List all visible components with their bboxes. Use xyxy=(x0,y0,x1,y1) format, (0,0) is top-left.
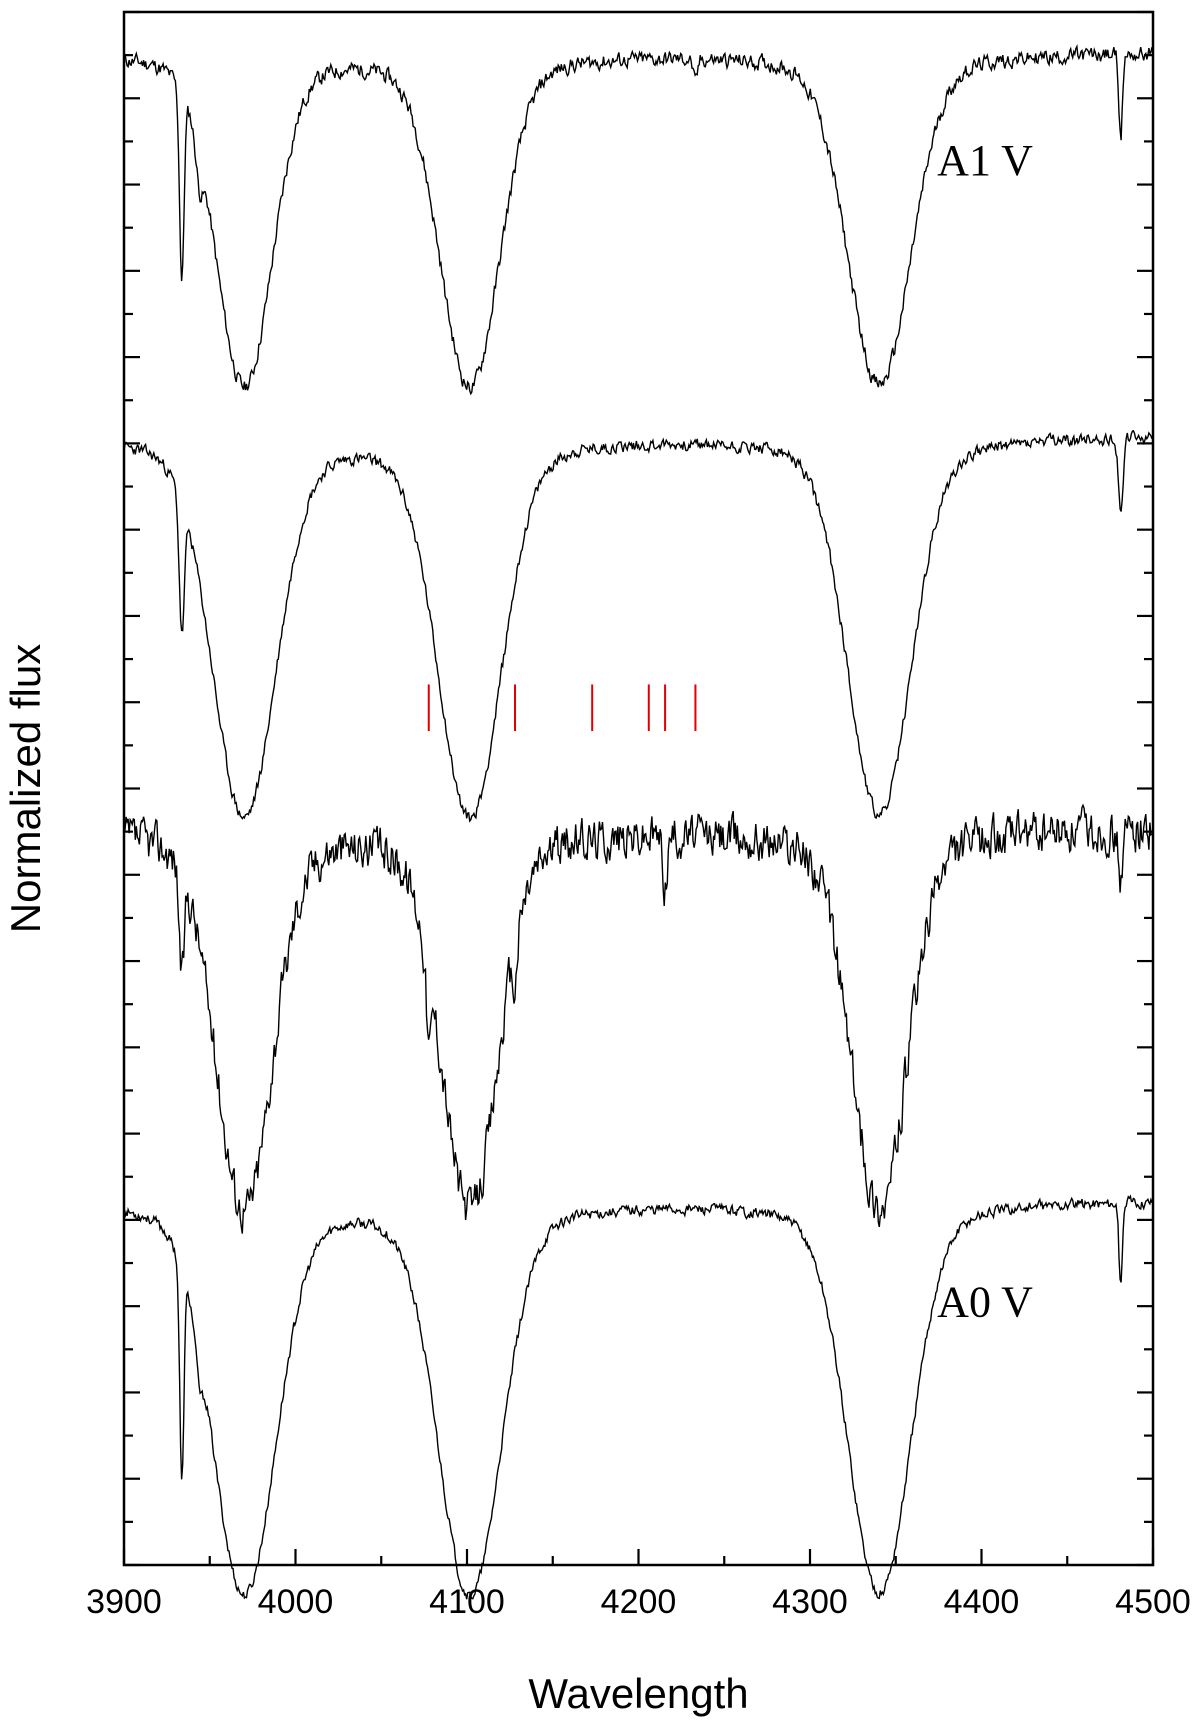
y-axis-title: Normalized flux xyxy=(2,644,49,933)
x-tick-label: 4000 xyxy=(258,1583,334,1621)
spectrum-line-4 xyxy=(123,1194,1153,1600)
x-tick-label: 4200 xyxy=(601,1583,677,1621)
x-tick-label: 3900 xyxy=(86,1583,162,1621)
spectrum-labels-group: A1 V A0 V xyxy=(937,136,1033,1326)
spectrum-line-2 xyxy=(123,429,1153,823)
x-tick-label: 4500 xyxy=(1115,1583,1191,1621)
plot-frame xyxy=(122,10,1155,1567)
spectra-group xyxy=(123,43,1153,1600)
spectrum-line-1 xyxy=(123,43,1153,396)
spectrum-line-3 xyxy=(123,803,1153,1234)
spectrum-label-1: A1 V xyxy=(937,136,1033,185)
x-tick-label: 4400 xyxy=(944,1583,1020,1621)
spectrum-label-2: A0 V xyxy=(937,1278,1033,1327)
x-tick-label: 4100 xyxy=(429,1583,505,1621)
x-axis-title: Wavelength xyxy=(528,1670,748,1717)
line-markers-group xyxy=(427,684,697,732)
axes-group: 3900 4000 4100 4200 4300 4400 4500 xyxy=(86,10,1191,1621)
x-tick-label: 4300 xyxy=(772,1583,848,1621)
